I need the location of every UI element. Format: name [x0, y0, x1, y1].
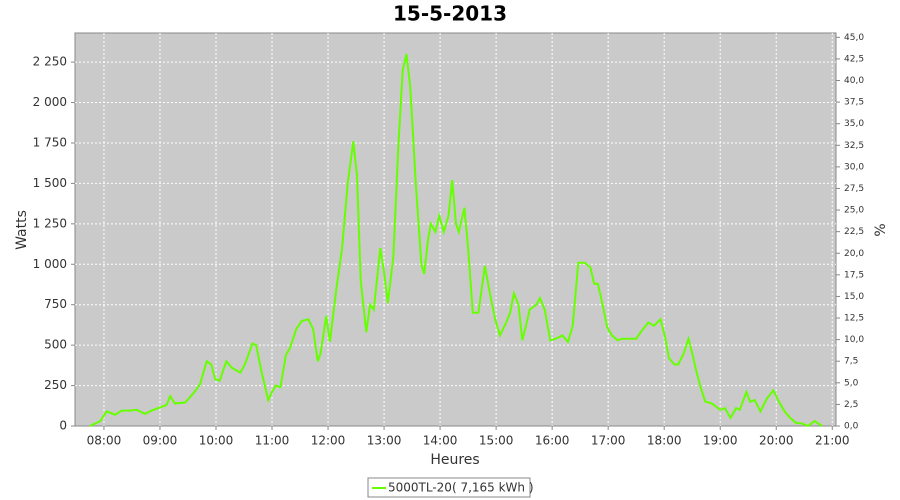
y2-tick-label: 32,5	[844, 141, 864, 151]
x-tick-label: 10:00	[199, 434, 234, 448]
x-tick-label: 14:00	[423, 434, 458, 448]
legend-label: 5000TL-20( 7,165 kWh )	[388, 481, 534, 495]
y-tick-label: 0	[59, 419, 67, 433]
y2-tick-label: 10,0	[844, 335, 864, 345]
y2-tick-label: 7,5	[844, 357, 858, 367]
chart-title: 15-5-2013	[393, 2, 507, 26]
x-tick-label: 09:00	[143, 434, 178, 448]
y2-tick-label: 30,0	[844, 162, 864, 172]
y-tick-label: 500	[44, 338, 67, 352]
x-tick-label: 08:00	[87, 434, 122, 448]
y2-tick-label: 17,5	[844, 270, 864, 280]
y2-tick-label: 27,5	[844, 184, 864, 194]
data-line	[89, 53, 823, 428]
y2-tick-label: 12,5	[844, 314, 864, 324]
y2-tick-label: 37,5	[844, 98, 864, 108]
y2-tick-label: 25,0	[844, 206, 864, 216]
y-tick-label: 1 250	[33, 216, 67, 230]
y2-tick-label: 45,0	[844, 33, 864, 43]
y-tick-label: 2 000	[33, 95, 67, 109]
x-tick-label: 11:00	[255, 434, 290, 448]
x-tick-label: 15:00	[479, 434, 514, 448]
y2-axis-label: %	[873, 223, 889, 236]
x-tick-label: 20:00	[759, 434, 794, 448]
x-axis-label: Heures	[430, 452, 479, 468]
y2-tick-label: 42,5	[844, 54, 864, 64]
y2-tick-label: 0,0	[844, 422, 859, 432]
x-tick-label: 19:00	[703, 434, 738, 448]
y2-tick-label: 40,0	[844, 76, 864, 86]
y2-tick-label: 5,0	[844, 378, 859, 388]
y-axis-label: Watts	[14, 210, 30, 250]
x-tick-label: 21:00	[815, 434, 850, 448]
y2-tick-label: 22,5	[844, 227, 864, 237]
x-tick-label: 12:00	[311, 434, 346, 448]
x-tick-label: 17:00	[591, 434, 626, 448]
y2-tick-label: 2,5	[844, 400, 858, 410]
plot-area	[74, 32, 837, 427]
y-tick-label: 1 750	[33, 135, 67, 149]
legend-box	[367, 477, 531, 498]
x-tick-label: 13:00	[367, 434, 402, 448]
y-tick-label: 250	[44, 378, 67, 392]
y-tick-label: 1 000	[33, 257, 67, 271]
x-tick-label: 18:00	[647, 434, 682, 448]
y2-tick-label: 15,0	[844, 292, 864, 302]
y-tick-label: 750	[44, 297, 67, 311]
y-tick-label: 2 250	[33, 55, 67, 69]
y2-tick-label: 20,0	[844, 249, 864, 259]
y-tick-label: 1 500	[33, 176, 67, 190]
y2-tick-label: 35,0	[844, 119, 864, 129]
x-tick-label: 16:00	[535, 434, 570, 448]
